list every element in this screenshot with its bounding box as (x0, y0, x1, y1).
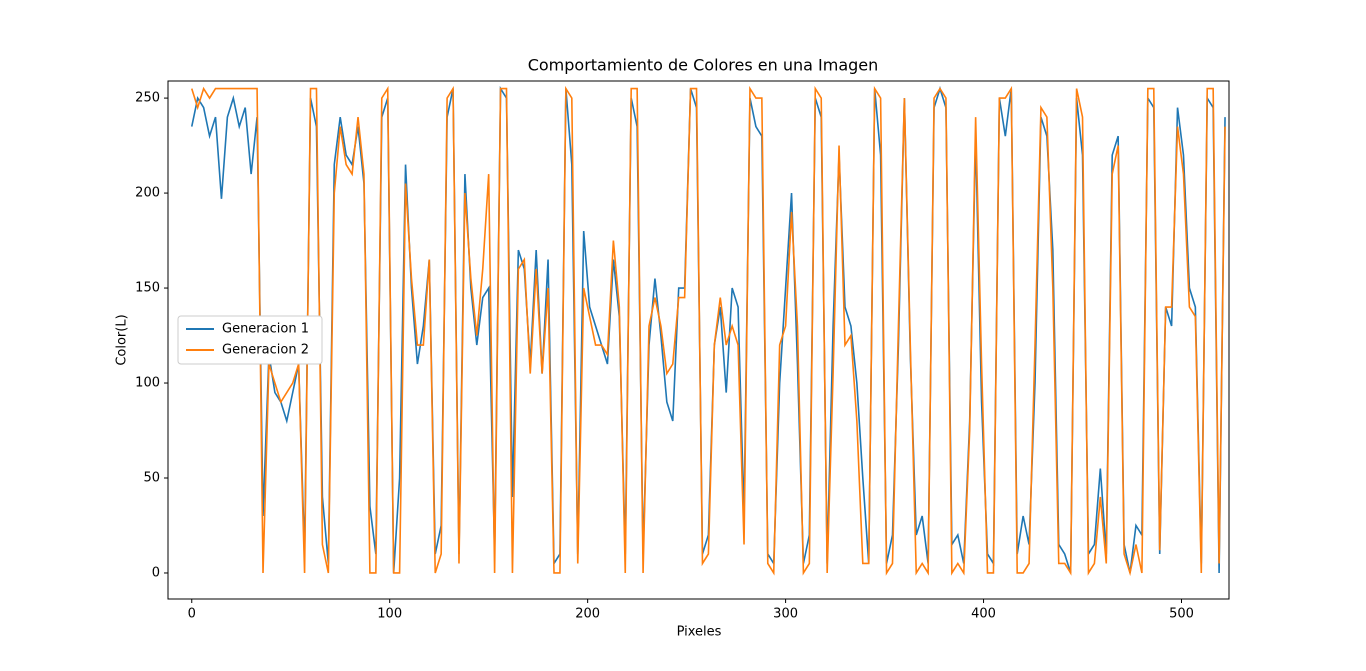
x-tick-label: 200 (575, 607, 600, 622)
chart-title: Comportamiento de Colores en una Imagen (528, 56, 879, 75)
y-axis-label: Color(L) (115, 314, 130, 365)
y-tick-label: 50 (143, 471, 160, 486)
y-tick-label: 150 (135, 281, 160, 296)
x-tick-label: 0 (188, 607, 196, 622)
x-tick-label: 300 (773, 607, 798, 622)
legend-label: Generacion 1 (222, 322, 309, 337)
x-tick-label: 100 (377, 607, 402, 622)
y-tick-label: 100 (135, 376, 160, 391)
y-tick-label: 200 (135, 186, 160, 201)
x-axis-label: Pixeles (677, 625, 722, 640)
data-line (190, 85, 1226, 577)
x-tick-label: 400 (971, 607, 996, 622)
x-tick-label: 500 (1169, 607, 1194, 622)
y-tick-label: 0 (152, 565, 160, 580)
legend-label: Generacion 2 (222, 343, 309, 358)
y-tick-label: 250 (135, 91, 160, 106)
plot-frame (167, 80, 1230, 600)
